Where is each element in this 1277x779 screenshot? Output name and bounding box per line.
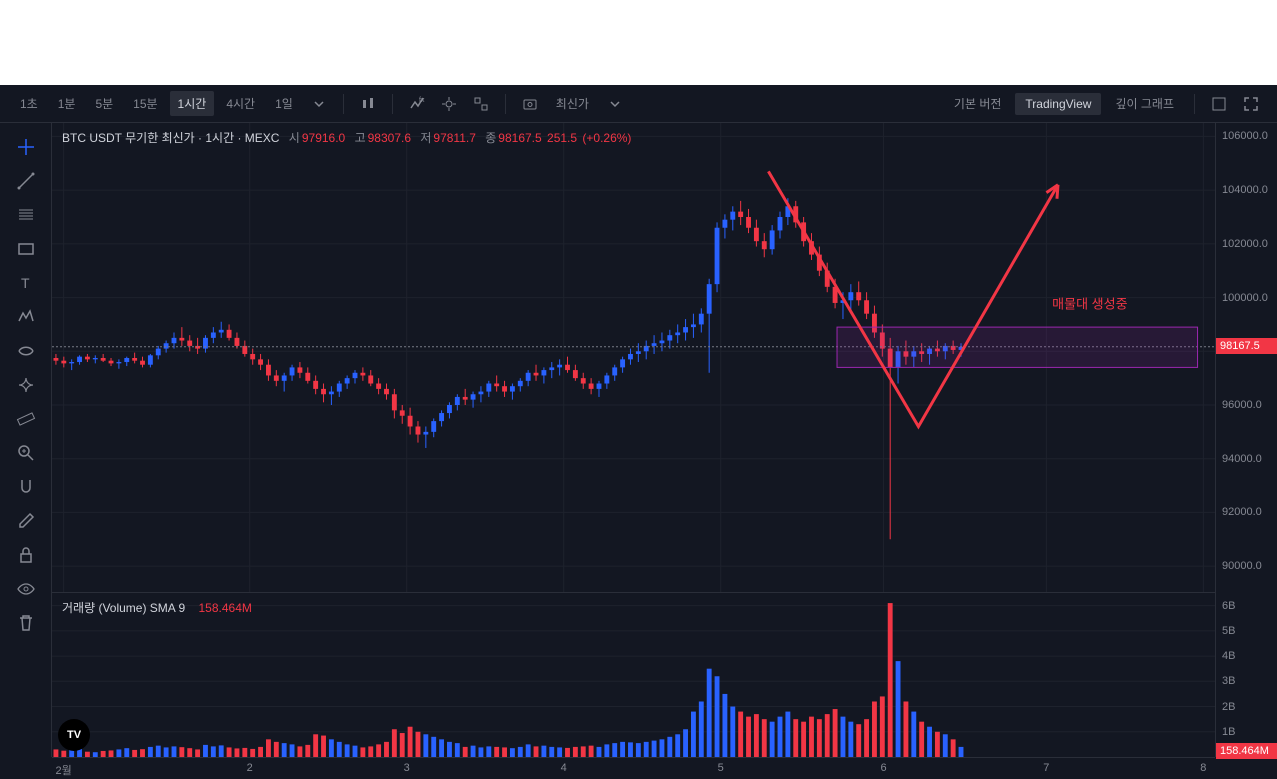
separator [343, 94, 344, 114]
x-axis[interactable]: 2월 2 3 4 5 6 7 8 [52, 757, 1215, 779]
overlay-svg: 매물대 생성중 [52, 123, 1215, 592]
time-tick: 6 [880, 762, 886, 774]
trading-chart-container: 1초 1분 5분 15분 1시간 4시간 1일 fx 최신가 기본 버전 Tra… [0, 85, 1277, 779]
time-tick: 3 [404, 762, 410, 774]
indicator-label[interactable]: 최신가 [548, 91, 597, 116]
timeframe-dropdown-icon[interactable] [305, 90, 333, 118]
svg-text:매물대 생성중: 매물대 생성중 [1052, 296, 1127, 311]
ruler-tool-icon[interactable] [8, 403, 44, 435]
dropdown-icon[interactable] [601, 90, 629, 118]
volume-tick: 5B [1222, 625, 1235, 637]
volume-svg [52, 593, 1215, 757]
high-value: 98307.6 [368, 131, 411, 145]
magnet-tool-icon[interactable] [8, 471, 44, 503]
time-tick: 2 [247, 762, 253, 774]
fib-tool-icon[interactable] [8, 199, 44, 231]
price-tick: 92000.0 [1222, 506, 1262, 518]
fullscreen-icon[interactable] [1237, 90, 1265, 118]
compare-icon[interactable] [467, 90, 495, 118]
separator [1194, 94, 1195, 114]
price-pane[interactable]: BTC USDT 무기한 최신가 · 1시간 · MEXC 시97916.0 고… [52, 123, 1215, 593]
favorite-tool-icon[interactable] [8, 369, 44, 401]
close-value: 98167.5 [498, 131, 541, 145]
eye-tool-icon[interactable] [8, 573, 44, 605]
price-tick: 106000.0 [1222, 130, 1268, 142]
tf-5m[interactable]: 5분 [87, 91, 121, 116]
open-label: 시 [289, 131, 300, 145]
lock-tool-icon[interactable] [8, 539, 44, 571]
volume-legend: 거래량 (Volume) SMA 9 158.464M [62, 599, 252, 616]
volume-pane[interactable]: 거래량 (Volume) SMA 9 158.464M [52, 593, 1215, 757]
snapshot-icon[interactable] [516, 90, 544, 118]
price-tick: 96000.0 [1222, 399, 1262, 411]
svg-text:T: T [21, 275, 30, 291]
trash-tool-icon[interactable] [8, 607, 44, 639]
volume-tick: 3B [1222, 675, 1235, 687]
price-tick: 102000.0 [1222, 238, 1268, 250]
change-value: 251.5 [547, 131, 577, 145]
crosshair-tool-icon[interactable] [8, 131, 44, 163]
time-tick: 7 [1043, 762, 1049, 774]
symbol-label: BTC USDT 무기한 최신가 · 1시간 · MEXC [62, 131, 279, 145]
volume-tick: 1B [1222, 726, 1235, 738]
separator [505, 94, 506, 114]
tradingview-button[interactable]: TradingView [1015, 93, 1101, 115]
pattern-tool-icon[interactable] [8, 301, 44, 333]
time-tick: 5 [718, 762, 724, 774]
settings-crosshair-icon[interactable] [435, 90, 463, 118]
layout-icon[interactable] [1205, 90, 1233, 118]
svg-text:fx: fx [419, 97, 425, 104]
volume-tick: 6B [1222, 600, 1235, 612]
chart-panes[interactable]: BTC USDT 무기한 최신가 · 1시간 · MEXC 시97916.0 고… [52, 123, 1215, 757]
shapes-tool-icon[interactable] [8, 233, 44, 265]
trendline-tool-icon[interactable] [8, 165, 44, 197]
tf-4h[interactable]: 4시간 [218, 91, 263, 116]
depth-chart-button[interactable]: 깊이 그래프 [1105, 91, 1184, 116]
low-value: 97811.7 [433, 131, 476, 145]
zoom-tool-icon[interactable] [8, 437, 44, 469]
time-tick: 2월 [56, 762, 72, 778]
basic-version-button[interactable]: 기본 버전 [944, 91, 1012, 116]
price-tick: 100000.0 [1222, 292, 1268, 304]
change-pct-value: (+0.26%) [582, 131, 631, 145]
separator [392, 94, 393, 114]
text-tool-icon[interactable]: T [8, 267, 44, 299]
current-price-tag: 98167.5 [1216, 338, 1277, 354]
indicators-icon[interactable]: fx [403, 90, 431, 118]
prediction-tool-icon[interactable] [8, 335, 44, 367]
high-label: 고 [355, 131, 366, 145]
tradingview-logo-icon[interactable]: TV [58, 719, 90, 751]
chart-type-icon[interactable] [354, 90, 382, 118]
volume-value: 158.464M [199, 601, 252, 615]
drawing-toolbar: T [0, 123, 52, 757]
tf-1m[interactable]: 1분 [50, 91, 84, 116]
tf-1s[interactable]: 1초 [12, 91, 46, 116]
price-tick: 104000.0 [1222, 184, 1268, 196]
price-tick: 94000.0 [1222, 453, 1262, 465]
price-tick: 90000.0 [1222, 560, 1262, 572]
tf-1d[interactable]: 1일 [267, 91, 301, 116]
open-value: 97916.0 [302, 131, 345, 145]
volume-tick: 2B [1222, 701, 1235, 713]
y-axis[interactable]: 90000.092000.094000.096000.098000.010000… [1215, 123, 1277, 757]
edit-tool-icon[interactable] [8, 505, 44, 537]
time-tick: 4 [561, 762, 567, 774]
volume-tick: 4B [1222, 650, 1235, 662]
low-label: 저 [420, 131, 431, 145]
timeframe-toolbar: 1초 1분 5분 15분 1시간 4시간 1일 fx 최신가 기본 버전 Tra… [0, 85, 1277, 123]
chart-legend: BTC USDT 무기한 최신가 · 1시간 · MEXC 시97916.0 고… [62, 129, 631, 146]
current-volume-tag: 158.464M [1216, 743, 1277, 759]
tf-15m[interactable]: 15분 [125, 91, 165, 116]
volume-label: 거래량 (Volume) SMA 9 [62, 601, 185, 615]
close-label: 종 [485, 131, 496, 145]
time-tick: 8 [1200, 762, 1206, 774]
tf-1h[interactable]: 1시간 [170, 91, 215, 116]
